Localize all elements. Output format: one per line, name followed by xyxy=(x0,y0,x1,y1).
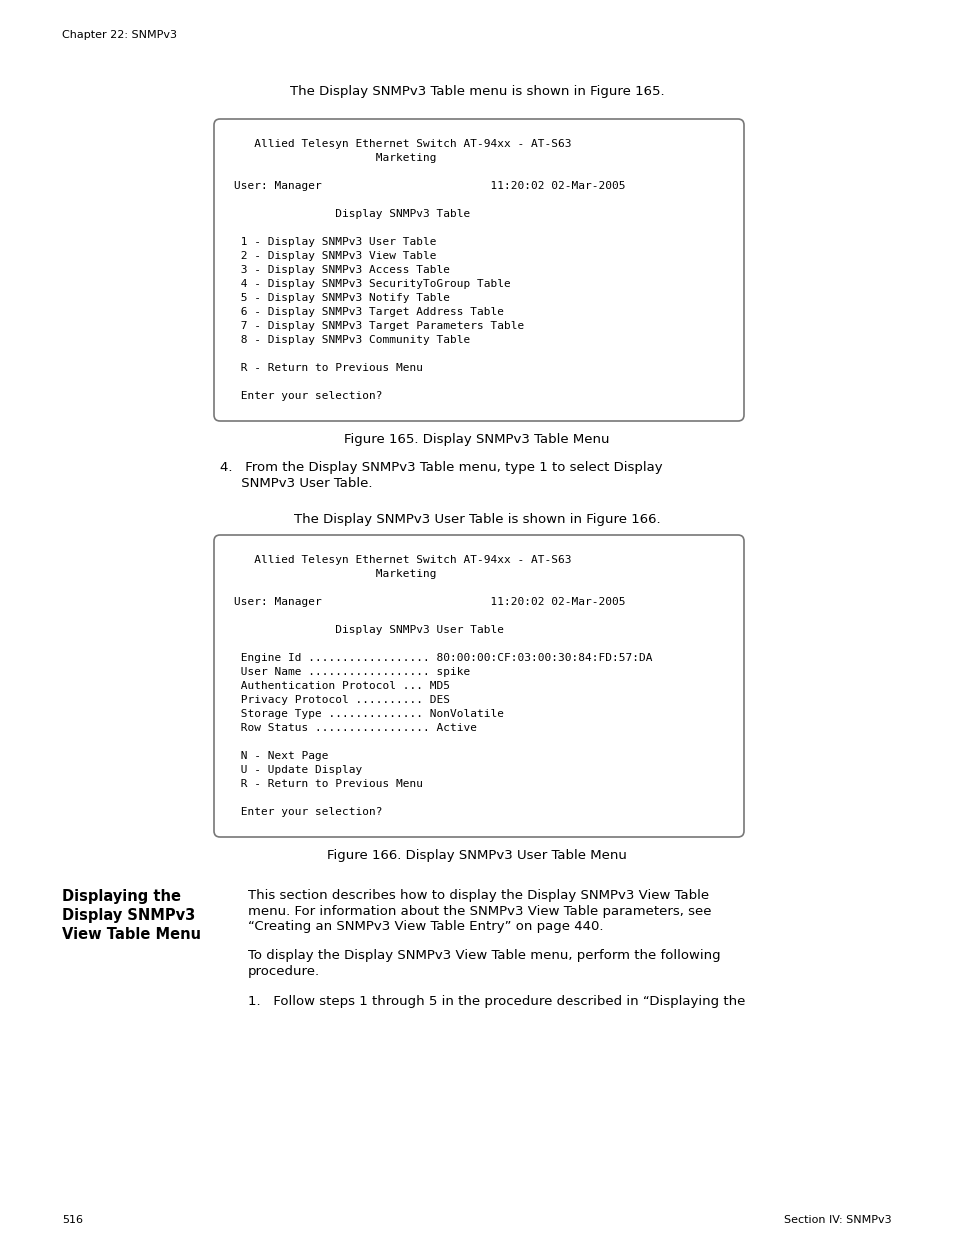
Text: Display SNMPv3 Table: Display SNMPv3 Table xyxy=(233,209,470,219)
Text: U - Update Display: U - Update Display xyxy=(233,764,362,776)
Text: Allied Telesyn Ethernet Switch AT-94xx - AT-S63: Allied Telesyn Ethernet Switch AT-94xx -… xyxy=(233,555,571,564)
Text: User: Manager                         11:20:02 02-Mar-2005: User: Manager 11:20:02 02-Mar-2005 xyxy=(233,182,625,191)
Text: The Display SNMPv3 Table menu is shown in Figure 165.: The Display SNMPv3 Table menu is shown i… xyxy=(290,85,663,98)
Text: Display SNMPv3 User Table: Display SNMPv3 User Table xyxy=(233,625,503,635)
Text: Enter your selection?: Enter your selection? xyxy=(233,806,382,818)
Text: This section describes how to display the Display SNMPv3 View Table: This section describes how to display th… xyxy=(248,889,708,902)
Text: 5 - Display SNMPv3 Notify Table: 5 - Display SNMPv3 Notify Table xyxy=(233,293,450,303)
Text: User: Manager                         11:20:02 02-Mar-2005: User: Manager 11:20:02 02-Mar-2005 xyxy=(233,597,625,606)
Text: Authentication Protocol ... MD5: Authentication Protocol ... MD5 xyxy=(233,680,450,692)
Text: N - Next Page: N - Next Page xyxy=(233,751,328,761)
Text: 6 - Display SNMPv3 Target Address Table: 6 - Display SNMPv3 Target Address Table xyxy=(233,308,503,317)
Text: 3 - Display SNMPv3 Access Table: 3 - Display SNMPv3 Access Table xyxy=(233,266,450,275)
Text: R - Return to Previous Menu: R - Return to Previous Menu xyxy=(233,779,422,789)
Text: “Creating an SNMPv3 View Table Entry” on page 440.: “Creating an SNMPv3 View Table Entry” on… xyxy=(248,920,603,932)
Text: Privacy Protocol .......... DES: Privacy Protocol .......... DES xyxy=(233,695,450,705)
Text: Allied Telesyn Ethernet Switch AT-94xx - AT-S63: Allied Telesyn Ethernet Switch AT-94xx -… xyxy=(233,140,571,149)
Text: menu. For information about the SNMPv3 View Table parameters, see: menu. For information about the SNMPv3 V… xyxy=(248,904,711,918)
Text: 1.   Follow steps 1 through 5 in the procedure described in “Displaying the: 1. Follow steps 1 through 5 in the proce… xyxy=(248,994,744,1008)
Text: Displaying the: Displaying the xyxy=(62,889,181,904)
Text: R - Return to Previous Menu: R - Return to Previous Menu xyxy=(233,363,422,373)
Text: Display SNMPv3: Display SNMPv3 xyxy=(62,908,195,923)
Text: 4 - Display SNMPv3 SecurityToGroup Table: 4 - Display SNMPv3 SecurityToGroup Table xyxy=(233,279,510,289)
Text: SNMPv3 User Table.: SNMPv3 User Table. xyxy=(220,477,372,490)
Text: View Table Menu: View Table Menu xyxy=(62,927,201,942)
Text: 1 - Display SNMPv3 User Table: 1 - Display SNMPv3 User Table xyxy=(233,237,436,247)
FancyBboxPatch shape xyxy=(213,535,743,837)
Text: 8 - Display SNMPv3 Community Table: 8 - Display SNMPv3 Community Table xyxy=(233,335,470,345)
FancyBboxPatch shape xyxy=(213,119,743,421)
Text: Storage Type .............. NonVolatile: Storage Type .............. NonVolatile xyxy=(233,709,503,719)
Text: Chapter 22: SNMPv3: Chapter 22: SNMPv3 xyxy=(62,30,177,40)
Text: 516: 516 xyxy=(62,1215,83,1225)
Text: Figure 165. Display SNMPv3 Table Menu: Figure 165. Display SNMPv3 Table Menu xyxy=(344,433,609,446)
Text: Marketing: Marketing xyxy=(233,569,436,579)
Text: Row Status ................. Active: Row Status ................. Active xyxy=(233,722,476,734)
Text: Engine Id .................. 80:00:00:CF:03:00:30:84:FD:57:DA: Engine Id .................. 80:00:00:CF… xyxy=(233,653,652,663)
Text: procedure.: procedure. xyxy=(248,965,320,978)
Text: Marketing: Marketing xyxy=(233,153,436,163)
Text: 4.   From the Display SNMPv3 Table menu, type 1 to select Display: 4. From the Display SNMPv3 Table menu, t… xyxy=(220,461,662,474)
Text: 7 - Display SNMPv3 Target Parameters Table: 7 - Display SNMPv3 Target Parameters Tab… xyxy=(233,321,524,331)
Text: User Name .................. spike: User Name .................. spike xyxy=(233,667,470,677)
Text: Enter your selection?: Enter your selection? xyxy=(233,391,382,401)
Text: 2 - Display SNMPv3 View Table: 2 - Display SNMPv3 View Table xyxy=(233,251,436,261)
Text: To display the Display SNMPv3 View Table menu, perform the following: To display the Display SNMPv3 View Table… xyxy=(248,950,720,962)
Text: The Display SNMPv3 User Table is shown in Figure 166.: The Display SNMPv3 User Table is shown i… xyxy=(294,513,659,526)
Text: Section IV: SNMPv3: Section IV: SNMPv3 xyxy=(783,1215,891,1225)
Text: Figure 166. Display SNMPv3 User Table Menu: Figure 166. Display SNMPv3 User Table Me… xyxy=(327,848,626,862)
